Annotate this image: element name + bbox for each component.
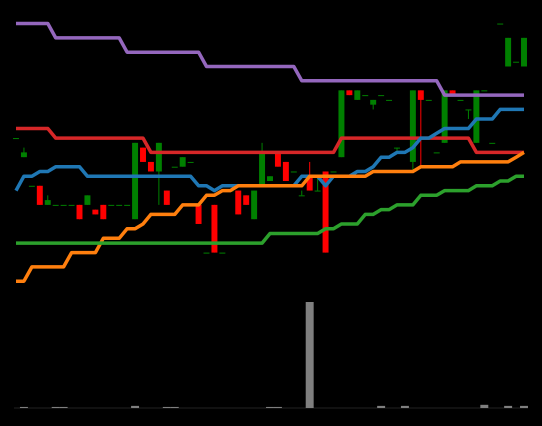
candle-body <box>13 138 19 139</box>
volume-bar <box>163 407 171 408</box>
candle-body <box>140 148 146 162</box>
candle-body <box>362 95 368 96</box>
candle-body <box>108 205 114 206</box>
candle-body <box>172 167 178 168</box>
candle-body <box>21 152 27 157</box>
candle-body <box>61 205 67 206</box>
candle-body <box>37 186 43 205</box>
candle-body <box>84 195 90 205</box>
candle-body <box>354 90 360 100</box>
candle-body <box>219 253 225 254</box>
candle-body <box>299 195 305 196</box>
candle-body <box>410 90 416 162</box>
candle-body <box>370 100 376 105</box>
candle-body <box>267 176 273 181</box>
volume-bar <box>274 407 282 408</box>
candle-body <box>148 162 154 172</box>
candle-body <box>69 205 75 206</box>
candle-body <box>124 205 130 206</box>
candle-body <box>386 100 392 101</box>
candle-body <box>283 162 289 181</box>
volume-bar <box>480 405 488 408</box>
candle-body <box>204 253 210 254</box>
volume-bar <box>306 302 314 408</box>
candle-body <box>513 62 519 63</box>
candle-body <box>418 90 424 100</box>
candle-body <box>338 90 344 157</box>
candle-body <box>442 90 448 142</box>
volume-bar <box>131 406 139 408</box>
candle-body <box>434 152 440 153</box>
volume-bar <box>20 407 28 408</box>
candle-body <box>458 100 464 101</box>
candle-body <box>188 162 194 163</box>
candle-body <box>497 24 503 25</box>
candle-body <box>196 205 202 224</box>
candle-body <box>180 157 186 167</box>
candle-body <box>465 109 471 110</box>
volume-bar <box>171 407 179 408</box>
volume-bar <box>60 407 68 408</box>
candle-body <box>259 152 265 185</box>
candle-body <box>346 90 352 95</box>
volume-bar <box>520 406 528 408</box>
candle-body <box>77 205 83 219</box>
volume-bar <box>377 406 385 408</box>
candle-body <box>426 100 432 101</box>
candle-body <box>291 171 297 172</box>
candle-body <box>473 90 479 142</box>
candle-body <box>45 200 51 205</box>
candle-body <box>235 191 241 215</box>
volume-bar <box>401 406 409 408</box>
candle-body <box>489 143 495 144</box>
candle-body <box>481 90 487 91</box>
candle-body <box>378 95 384 96</box>
volume-bar <box>266 407 274 408</box>
candle-body <box>211 205 217 253</box>
candle-body <box>251 191 257 220</box>
candle-body <box>92 210 98 215</box>
candle-body <box>116 205 122 206</box>
candle-body <box>505 38 511 67</box>
candle-body <box>331 171 337 172</box>
candle-body <box>243 195 249 205</box>
volume-bar <box>504 406 512 408</box>
candle-body <box>100 205 106 219</box>
candle-body <box>394 148 400 149</box>
candle-body <box>29 186 35 187</box>
candle-body <box>275 152 281 166</box>
candle-body <box>164 191 170 205</box>
candle-body <box>521 38 527 67</box>
candle-body <box>53 205 59 206</box>
volume-bar <box>52 407 60 408</box>
candle-body <box>156 143 162 172</box>
candle-body <box>315 191 321 192</box>
candle-body <box>132 143 138 219</box>
